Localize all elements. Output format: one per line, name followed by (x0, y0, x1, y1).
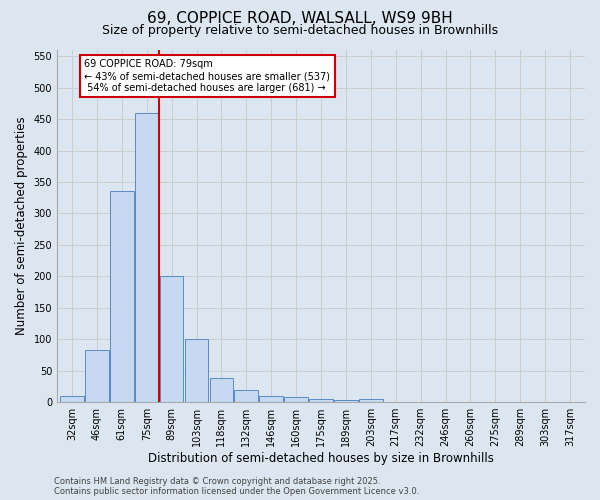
Bar (135, 113, 158, 402)
Text: Contains HM Land Registry data © Crown copyright and database right 2025.
Contai: Contains HM Land Registry data © Crown c… (54, 476, 419, 496)
Bar (209, 378, 233, 402)
Bar (309, 399, 333, 402)
Y-axis label: Number of semi-detached properties: Number of semi-detached properties (15, 116, 28, 336)
Bar (359, 399, 383, 402)
Text: 69 COPPICE ROAD: 79sqm
← 43% of semi-detached houses are smaller (537)
 54% of s: 69 COPPICE ROAD: 79sqm ← 43% of semi-det… (85, 60, 331, 92)
X-axis label: Distribution of semi-detached houses by size in Brownhills: Distribution of semi-detached houses by … (148, 452, 494, 465)
Bar (284, 397, 308, 402)
Bar (110, 192, 134, 402)
Text: Size of property relative to semi-detached houses in Brownhills: Size of property relative to semi-detach… (102, 24, 498, 37)
Bar (85, 350, 109, 402)
Bar (259, 396, 283, 402)
Text: 69, COPPICE ROAD, WALSALL, WS9 9BH: 69, COPPICE ROAD, WALSALL, WS9 9BH (147, 11, 453, 26)
Bar (235, 390, 258, 402)
Bar (60, 396, 84, 402)
Bar (160, 276, 184, 402)
Bar (334, 400, 358, 402)
Bar (185, 339, 208, 402)
